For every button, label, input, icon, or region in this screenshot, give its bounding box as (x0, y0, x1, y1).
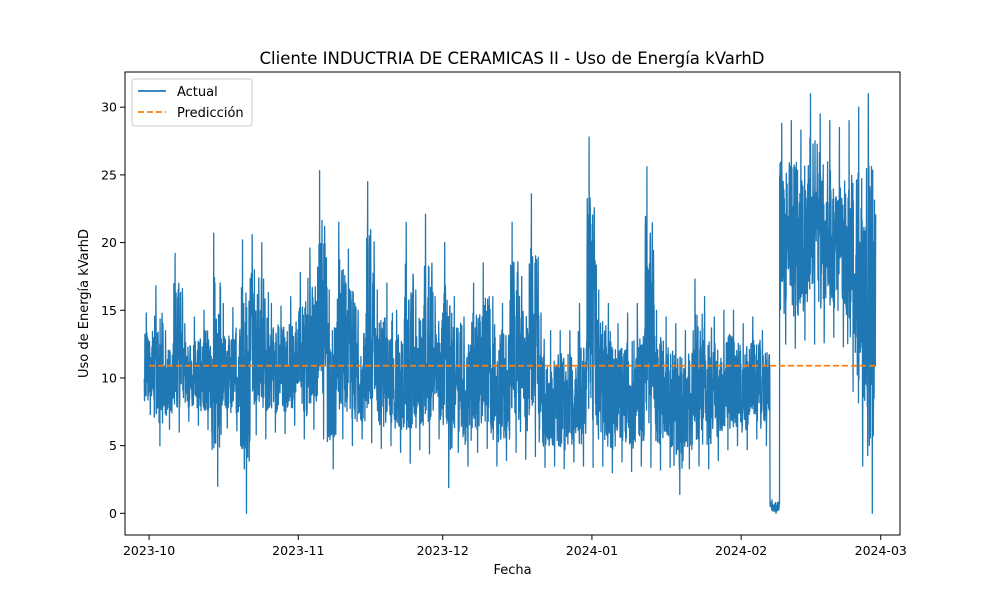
legend-label-actual: Actual (177, 85, 218, 100)
y-axis: 0 5 10 15 20 25 30 (101, 100, 125, 521)
series-actual-line (143, 93, 877, 514)
x-tick-label: 2024-01 (566, 543, 618, 558)
x-axis-label: Fecha (493, 563, 531, 578)
x-tick-label: 2023-11 (272, 543, 324, 558)
x-axis: 2023-10 2023-11 2023-12 2024-01 2024-02 2024-… (123, 535, 907, 558)
x-tick-label: 2023-10 (123, 543, 175, 558)
chart-title: Cliente INDUCTRIA DE CERAMICAS II - Uso … (260, 49, 765, 68)
x-tick-label: 2023-12 (417, 543, 469, 558)
x-tick-label: 2024-02 (715, 543, 767, 558)
series-layer (143, 93, 877, 514)
legend-label-prediccion: Predicción (177, 106, 244, 121)
y-tick-label: 5 (109, 438, 117, 453)
plot-frame (124, 71, 901, 536)
y-tick-label: 10 (101, 370, 117, 385)
x-tick-label: 2024-03 (855, 543, 907, 558)
y-tick-label: 15 (101, 303, 117, 318)
legend: Actual Predicción (131, 78, 253, 127)
y-tick-label: 20 (101, 235, 117, 250)
y-axis-label: Uso de Energía kVarhD (77, 229, 92, 378)
y-tick-label: 25 (101, 167, 117, 182)
y-tick-label: 30 (101, 100, 117, 115)
y-tick-label: 0 (109, 506, 117, 521)
